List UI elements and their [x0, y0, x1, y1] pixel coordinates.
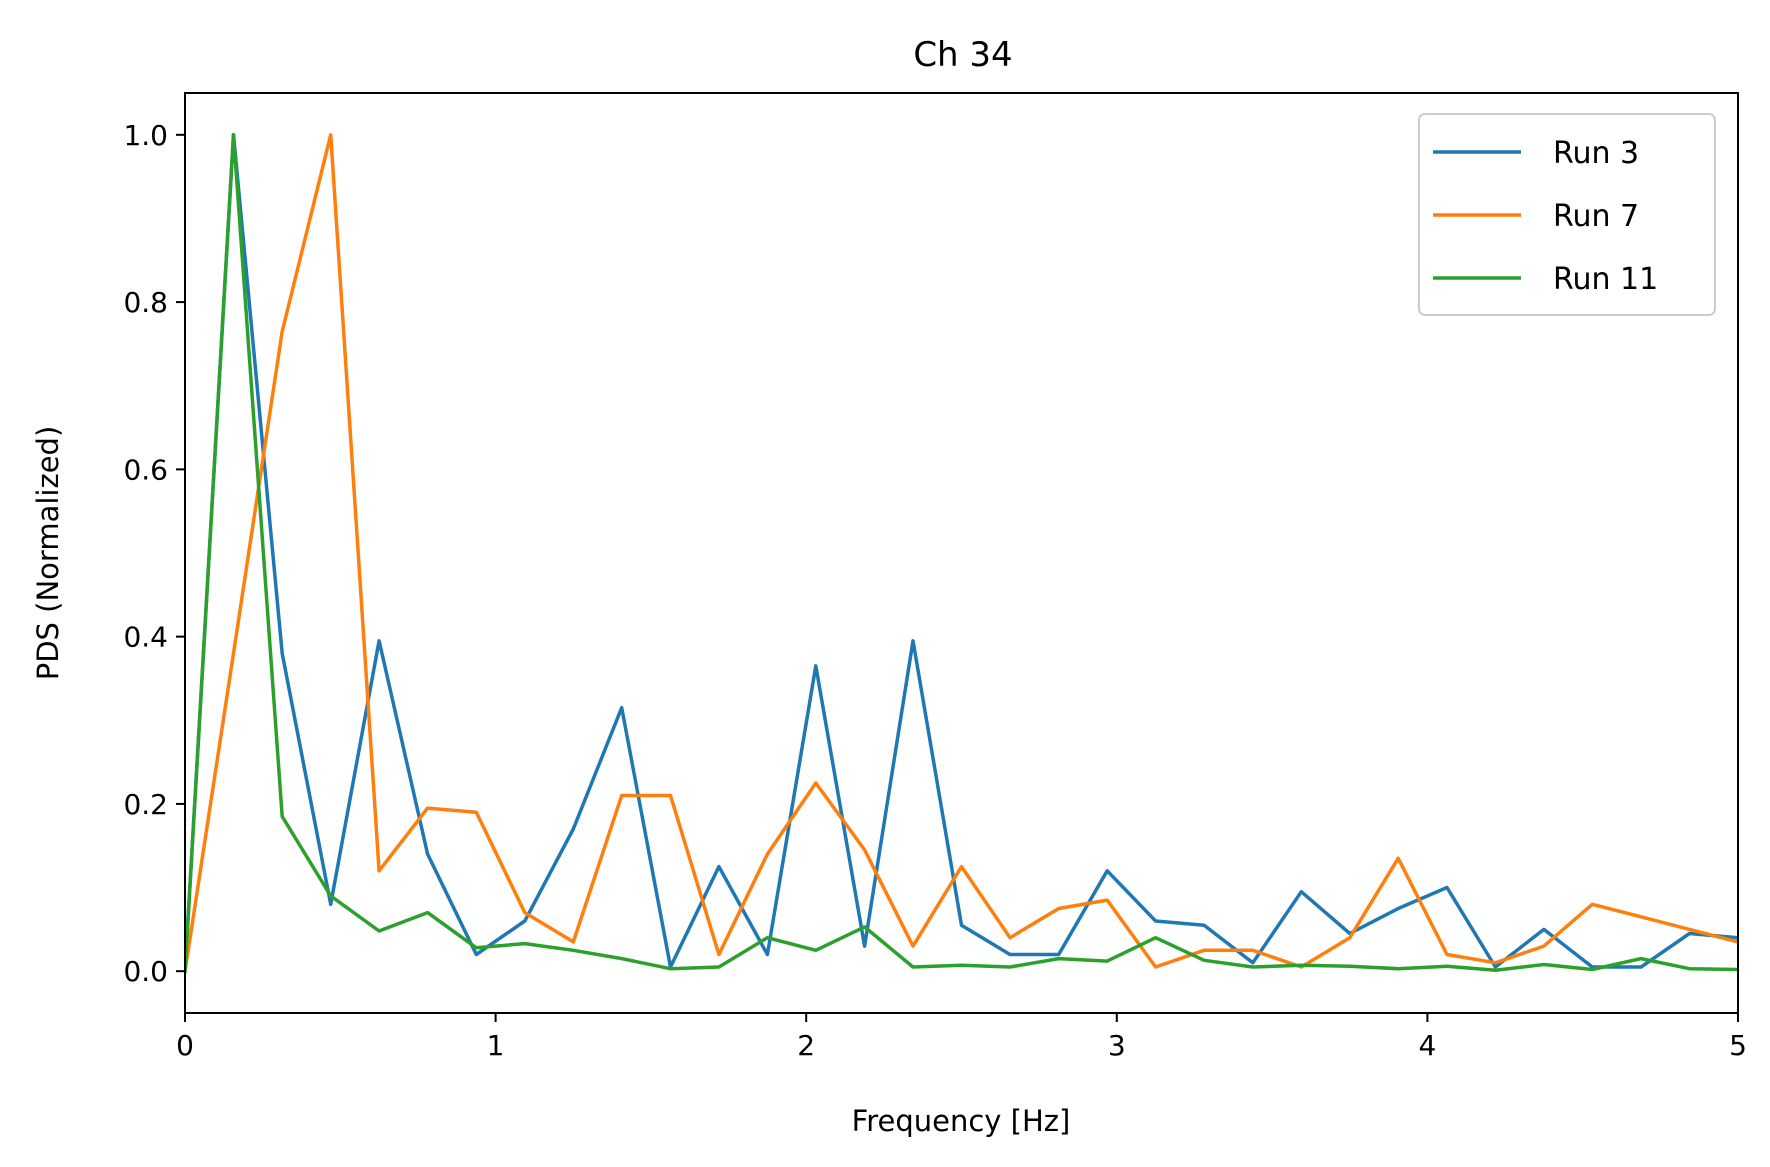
x-tick-label: 3 — [1108, 1029, 1126, 1062]
legend-label: Run 11 — [1553, 262, 1658, 297]
series-line-run-7 — [185, 133, 1738, 974]
y-axis-title: PDS (Normalized) — [31, 426, 65, 681]
series-line-run-11 — [185, 133, 1738, 974]
x-tick-label: 2 — [797, 1029, 815, 1062]
x-tick-label: 4 — [1418, 1029, 1436, 1062]
x-axis-title: Frequency [Hz] — [852, 1104, 1071, 1138]
legend-label: Run 3 — [1553, 136, 1639, 171]
x-tick-label: 5 — [1729, 1029, 1747, 1062]
y-tick-label: 0.2 — [123, 788, 168, 821]
legend-box — [1418, 113, 1716, 316]
y-tick-label: 0.8 — [123, 286, 168, 319]
series-layer — [185, 133, 1738, 974]
y-tick-label: 0.4 — [123, 621, 168, 654]
legend-label: Run 7 — [1553, 199, 1639, 234]
series-line-run-3 — [185, 133, 1738, 974]
x-tick-label: 0 — [176, 1029, 194, 1062]
y-tick-label: 1.0 — [123, 119, 168, 152]
legend: Run 3 Run 7 Run 11 — [1418, 113, 1716, 316]
x-axis: 0 1 2 3 4 5 — [176, 1013, 1747, 1062]
chart-title: Ch 34 — [913, 35, 1012, 75]
x-tick-label: 1 — [487, 1029, 505, 1062]
y-tick-label: 0.0 — [123, 955, 168, 988]
y-axis: 0.0 0.2 0.4 0.6 0.8 1.0 — [123, 119, 185, 988]
plot-frame — [184, 92, 1739, 1014]
y-tick-label: 0.6 — [123, 453, 168, 486]
